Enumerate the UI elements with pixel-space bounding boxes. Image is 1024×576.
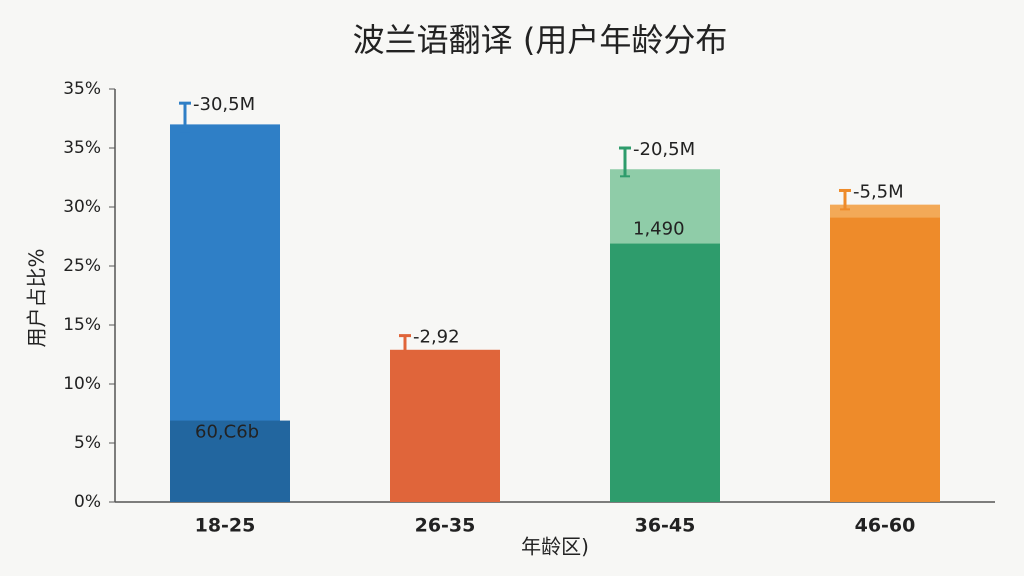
inner-label: 1,490 — [633, 219, 685, 240]
bar-front-layer — [170, 420, 290, 502]
bar — [390, 349, 500, 502]
y-tick-label: 10% — [63, 374, 101, 394]
x-tick-label: 26-35 — [415, 515, 476, 537]
y-tick-label: 30% — [63, 197, 101, 217]
x-tick-label: 46-60 — [855, 515, 916, 537]
bar — [610, 243, 720, 502]
x-axis-label: 年龄区) — [521, 535, 589, 559]
x-tick-label: 36-45 — [635, 515, 696, 537]
y-tick-label: 35% — [63, 138, 101, 158]
inner-label: 60,C6b — [195, 422, 259, 443]
y-tick-label: 15% — [63, 315, 101, 335]
top-label: -5,5M — [853, 181, 904, 202]
y-axis-label: 用户占比% — [25, 248, 49, 347]
top-label: -2,92 — [413, 327, 460, 348]
y-tick-label: 5% — [74, 433, 101, 453]
bar — [830, 217, 940, 502]
y-tick-label: 25% — [63, 256, 101, 276]
y-tick-label: 0% — [74, 492, 101, 512]
y-tick-label: 35% — [63, 79, 101, 99]
chart-title: 波兰语翻译 (用户年龄分布 — [353, 21, 728, 59]
top-label: -20,5M — [633, 139, 695, 160]
x-tick-label: 18-25 — [195, 515, 256, 537]
top-label: -30,5M — [193, 94, 255, 115]
